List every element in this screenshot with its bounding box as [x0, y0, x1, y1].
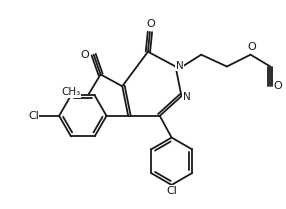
- Text: Cl: Cl: [28, 111, 39, 121]
- Text: O: O: [274, 81, 283, 91]
- Text: O: O: [247, 42, 256, 52]
- Text: CH₃: CH₃: [61, 87, 81, 97]
- Text: Cl: Cl: [166, 186, 177, 196]
- Text: N: N: [182, 92, 190, 102]
- Text: O: O: [80, 50, 89, 60]
- Text: O: O: [146, 19, 155, 29]
- Text: N: N: [176, 61, 183, 70]
